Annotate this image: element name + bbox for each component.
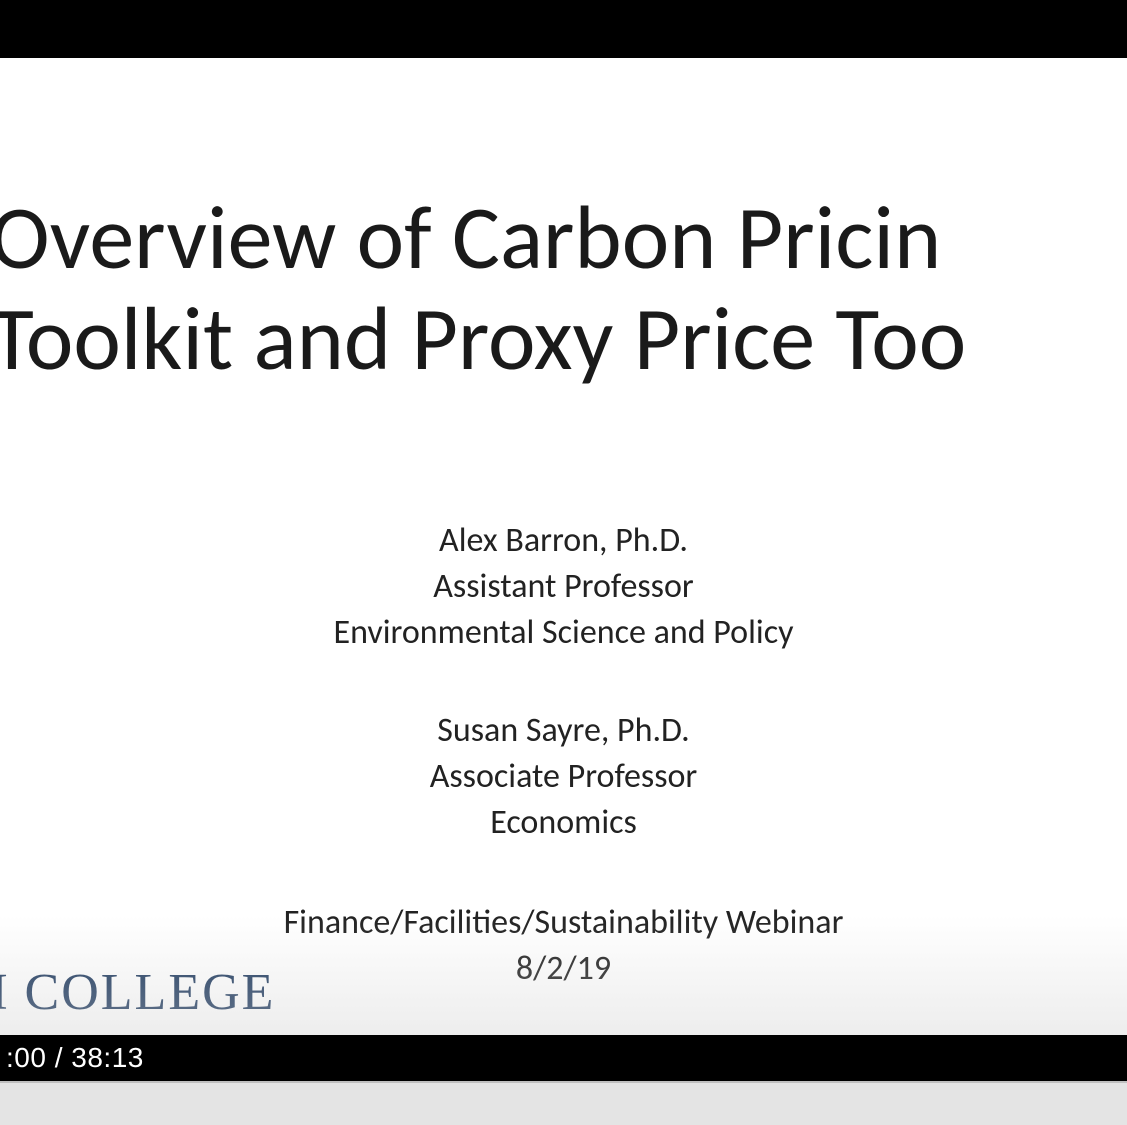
time-separator: / <box>46 1042 71 1073</box>
slide-title: Overview of Carbon Pricin Toolkit and Pr… <box>0 188 1127 390</box>
slide-content[interactable]: Overview of Carbon Pricin Toolkit and Pr… <box>0 58 1127 1036</box>
current-time: :00 <box>6 1042 46 1073</box>
bottom-ui-strip <box>0 1081 1127 1125</box>
letterbox-top <box>0 0 1127 58</box>
video-controls-bar[interactable]: :00 / 38:13 <box>0 1035 1127 1081</box>
presenter-2-role: Associate Professor <box>0 754 1127 800</box>
college-logo: H COLLEGE <box>0 963 275 1022</box>
presenter-1-dept: Environmental Science and Policy <box>0 610 1127 656</box>
title-line-1: Overview of Carbon Pricin <box>0 183 941 293</box>
video-frame: Overview of Carbon Pricin Toolkit and Pr… <box>0 0 1127 1125</box>
presenter-2-dept: Economics <box>0 800 1127 846</box>
presenter-2-block: Susan Sayre, Ph.D. Associate Professor E… <box>0 708 1127 846</box>
webinar-label: Finance/Facilities/Sustainability Webina… <box>0 900 1127 946</box>
time-display: :00 / 38:13 <box>6 1042 144 1074</box>
presenter-1-name: Alex Barron, Ph.D. <box>0 518 1127 564</box>
presenter-2-name: Susan Sayre, Ph.D. <box>0 708 1127 754</box>
presenter-1-block: Alex Barron, Ph.D. Assistant Professor E… <box>0 518 1127 656</box>
duration: 38:13 <box>71 1042 144 1073</box>
title-line-2: Toolkit and Proxy Price Too <box>0 284 966 394</box>
presenter-1-role: Assistant Professor <box>0 564 1127 610</box>
